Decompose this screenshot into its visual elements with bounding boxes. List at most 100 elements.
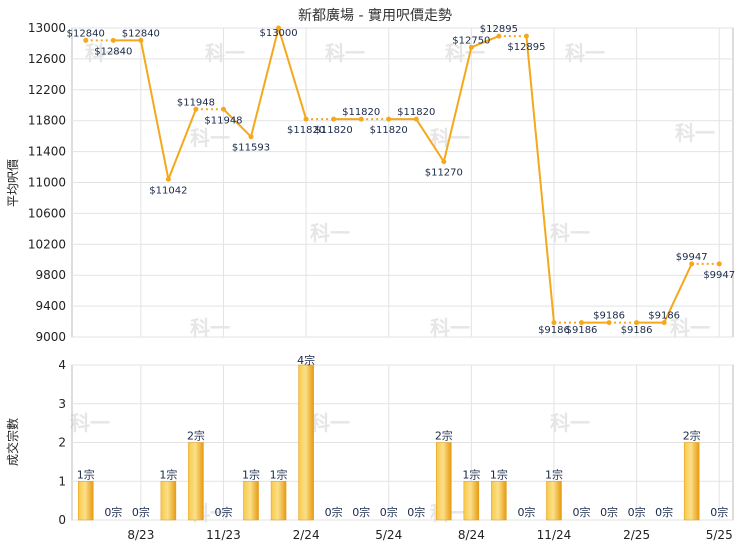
price-data-label: $11948 bbox=[204, 115, 242, 126]
price-tick-label: 11400 bbox=[28, 145, 66, 159]
price-tick-label: 11800 bbox=[28, 114, 66, 128]
x-tick-label: 2/24 bbox=[293, 528, 320, 542]
price-tick-label: 11000 bbox=[28, 176, 66, 190]
price-point bbox=[496, 33, 502, 39]
price-point bbox=[110, 37, 116, 43]
price-line-segment bbox=[525, 36, 555, 323]
count-data-label: 2宗 bbox=[435, 429, 453, 443]
price-point bbox=[468, 44, 474, 50]
price-data-label: $11820 bbox=[397, 107, 435, 118]
price-line-segment bbox=[222, 108, 252, 138]
count-bar bbox=[78, 481, 94, 521]
count-tick-label: 4 bbox=[58, 358, 66, 372]
price-data-label: $9186 bbox=[621, 325, 653, 336]
watermark-text: 科一 bbox=[205, 41, 245, 65]
watermark-text: 科一 bbox=[550, 411, 590, 435]
count-panel: 0 1 2 3 4 8/23 11/23 2/24 5/24 8/24 11/24 2/25 5/25 1… bbox=[58, 353, 734, 542]
price-data-label: $12840 bbox=[122, 28, 160, 39]
price-point bbox=[358, 116, 364, 122]
count-bar bbox=[160, 481, 177, 521]
price-tick-label: 13000 bbox=[28, 21, 66, 35]
price-point bbox=[716, 261, 722, 267]
price-data-label: $9947 bbox=[703, 270, 735, 281]
count-data-label: 0宗 bbox=[132, 505, 150, 519]
price-point bbox=[193, 106, 199, 112]
price-point bbox=[634, 320, 640, 326]
chart-title: 新都廣場 - 實用呎價走勢 bbox=[298, 7, 452, 24]
count-data-label: 0宗 bbox=[573, 505, 591, 519]
count-data-label: 1宗 bbox=[159, 467, 177, 481]
price-data-label: $11820 bbox=[315, 125, 353, 136]
price-point bbox=[331, 116, 337, 122]
count-data-label: 0宗 bbox=[600, 505, 618, 519]
price-tick-label: 9800 bbox=[35, 268, 66, 282]
price-point bbox=[83, 37, 89, 43]
price-tick-label: 12200 bbox=[28, 83, 66, 97]
price-axis-label: 平均呎價 bbox=[6, 159, 20, 207]
price-data-label: $9186 bbox=[538, 325, 570, 336]
price-data-label: $13000 bbox=[259, 28, 297, 39]
price-point bbox=[220, 106, 226, 112]
price-data-label: $11593 bbox=[232, 143, 270, 154]
price-line-segment bbox=[663, 263, 693, 324]
count-data-label: 1宗 bbox=[270, 467, 288, 481]
x-tick-label: 2/25 bbox=[623, 528, 650, 542]
watermark-text: 科一 bbox=[670, 316, 710, 340]
count-data-label: 0宗 bbox=[407, 505, 425, 519]
count-data-label: 2宗 bbox=[187, 429, 205, 443]
price-point bbox=[386, 116, 392, 122]
price-data-label: $11270 bbox=[425, 168, 463, 179]
price-data-label: $11820 bbox=[342, 107, 380, 118]
count-data-label: 2宗 bbox=[683, 429, 701, 443]
count-data-label: 1宗 bbox=[242, 467, 260, 481]
price-line-segment bbox=[277, 27, 308, 120]
watermark-text: 科一 bbox=[85, 41, 125, 65]
count-bar bbox=[243, 481, 259, 521]
price-data-label: $12895 bbox=[480, 24, 518, 35]
x-tick-label: 8/24 bbox=[458, 528, 485, 542]
count-bar bbox=[683, 442, 700, 521]
count-tick-label: 3 bbox=[58, 397, 66, 411]
count-data-label: 0宗 bbox=[214, 505, 232, 519]
price-point bbox=[661, 320, 667, 326]
watermark-text: 科一 bbox=[325, 41, 365, 65]
price-data-label: $9186 bbox=[648, 311, 680, 322]
count-data-label: 0宗 bbox=[104, 505, 122, 519]
count-data-label: 1宗 bbox=[462, 467, 480, 481]
price-line-segment bbox=[470, 35, 500, 49]
count-data-label: 0宗 bbox=[710, 505, 728, 519]
count-data-label: 0宗 bbox=[352, 505, 370, 519]
count-bar bbox=[491, 481, 507, 521]
price-tick-label: 10600 bbox=[28, 206, 66, 220]
price-data-label: $12895 bbox=[507, 42, 545, 53]
price-tick-label: 10200 bbox=[28, 237, 66, 251]
count-tick-label: 1 bbox=[58, 474, 66, 488]
price-line-segment bbox=[442, 47, 473, 162]
price-point bbox=[303, 116, 309, 122]
price-data-label: $11948 bbox=[177, 97, 215, 108]
price-tick-label: 12600 bbox=[28, 52, 66, 66]
price-line-segment bbox=[167, 108, 197, 180]
count-data-label: 0宗 bbox=[628, 505, 646, 519]
price-point bbox=[138, 37, 144, 43]
count-data-label: 0宗 bbox=[517, 505, 535, 519]
price-point bbox=[165, 176, 171, 182]
count-data-label: 1宗 bbox=[545, 467, 563, 481]
watermark-text: 科一 bbox=[310, 411, 350, 435]
price-data-label: $12840 bbox=[67, 28, 105, 39]
price-data-label: $11820 bbox=[370, 125, 408, 136]
price-data-label: $11042 bbox=[149, 185, 187, 196]
count-tick-label: 2 bbox=[58, 436, 66, 450]
count-bar bbox=[270, 481, 287, 521]
count-bar bbox=[463, 481, 480, 521]
count-data-label: 4宗 bbox=[297, 353, 315, 367]
count-data-label: 1宗 bbox=[490, 467, 508, 481]
price-point bbox=[441, 159, 447, 165]
x-tick-label: 8/23 bbox=[127, 528, 154, 542]
price-data-label: $9186 bbox=[593, 311, 625, 322]
watermark-text: 科一 bbox=[310, 221, 350, 245]
watermark-text: 科一 bbox=[190, 316, 230, 340]
x-tick-label: 11/24 bbox=[537, 528, 572, 542]
